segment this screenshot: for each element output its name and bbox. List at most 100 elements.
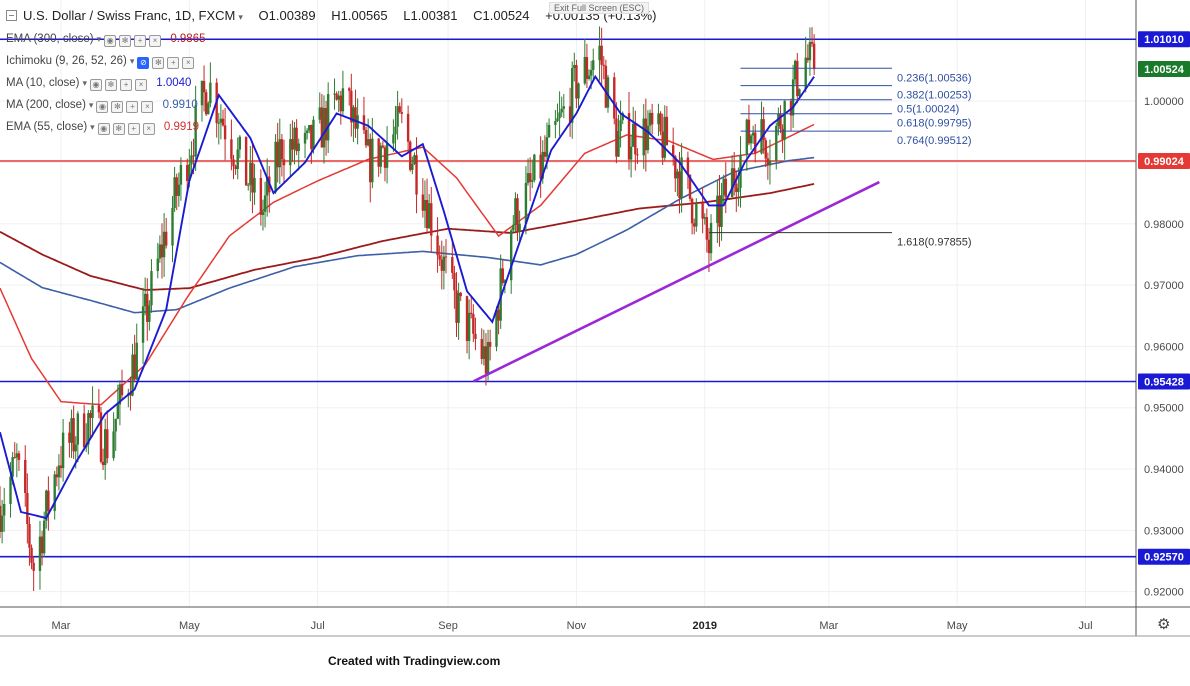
candle-body	[438, 255, 441, 260]
candle-body	[230, 139, 233, 160]
candle-body	[53, 474, 56, 511]
last-price-tag-bg	[1138, 61, 1190, 78]
indicator-ma200[interactable]: MA (200, close) ▾ ◉ ✻ + × 0.9910	[6, 97, 198, 113]
chevron-down-icon[interactable]: ▾	[238, 12, 243, 22]
chevron-down-icon[interactable]: ▾	[96, 34, 102, 44]
candle-body	[312, 119, 315, 150]
candle-body	[164, 231, 168, 246]
candle-body	[629, 146, 633, 160]
close-icon[interactable]: ×	[135, 79, 148, 91]
visibility-icon[interactable]: ◉	[96, 101, 109, 113]
candle-body	[657, 113, 660, 125]
indicator-ema55[interactable]: EMA (55, close) ▾ ◉ ✻ + × 0.9919	[6, 119, 199, 135]
close-icon[interactable]: ×	[182, 57, 195, 69]
candle-body	[352, 107, 355, 123]
candle-body	[671, 145, 675, 157]
add-icon[interactable]: +	[134, 35, 147, 47]
settings-icon[interactable]: ✻	[105, 79, 118, 91]
candle-body	[238, 136, 242, 150]
candle-body	[38, 536, 42, 571]
visibility-icon[interactable]: ◉	[90, 79, 103, 91]
settings-gear-icon[interactable]: ⚙	[1157, 616, 1171, 633]
chevron-down-icon[interactable]: ▾	[82, 78, 88, 88]
close-icon[interactable]: ×	[142, 123, 155, 135]
candle-body	[716, 195, 719, 223]
candle-body	[42, 520, 46, 554]
candle-body	[556, 118, 559, 122]
candle-body	[156, 258, 159, 272]
candle-body	[70, 418, 73, 443]
candle-body	[259, 178, 263, 215]
add-icon[interactable]: +	[127, 123, 140, 135]
candle-body	[148, 305, 151, 322]
candle-body	[718, 195, 721, 227]
candle-body	[282, 159, 286, 166]
candle-body	[276, 141, 279, 168]
candle-body	[171, 207, 174, 246]
settings-icon[interactable]: ✻	[152, 57, 165, 69]
settings-icon[interactable]: ✻	[119, 35, 132, 47]
candle-body	[32, 562, 35, 571]
collapse-icon[interactable]	[6, 10, 17, 21]
candle-body	[366, 139, 370, 146]
candle-body	[295, 127, 298, 152]
close-icon[interactable]: ×	[149, 35, 162, 47]
visibility-icon[interactable]: ◉	[97, 123, 110, 135]
candle-body	[400, 112, 404, 114]
add-icon[interactable]: +	[126, 101, 139, 113]
candle-body	[89, 413, 92, 418]
candle-body	[779, 113, 782, 129]
candle-body	[244, 136, 248, 186]
settings-icon[interactable]: ✻	[112, 123, 125, 135]
candle-body	[291, 139, 294, 150]
candle-body	[665, 116, 669, 146]
candle-body	[470, 312, 473, 315]
visibility-icon[interactable]: ◉	[104, 35, 117, 47]
add-icon[interactable]: +	[167, 57, 180, 69]
chevron-down-icon[interactable]: ▾	[88, 100, 94, 110]
support-trendline[interactable]	[472, 180, 880, 383]
level-price-tag: 1.01010	[1144, 34, 1184, 46]
candle-body	[547, 124, 551, 138]
settings-icon[interactable]: ✻	[111, 101, 124, 113]
candle-body	[503, 280, 507, 284]
candle-body	[394, 126, 397, 135]
fib-level-label: 0.382(1.00253)	[897, 90, 972, 102]
level-price-tag: 0.95428	[1144, 376, 1184, 388]
indicator-ema300[interactable]: EMA (300, close) ▾ ◉ ✻ + × 0.9865	[6, 31, 206, 47]
candle-body	[190, 155, 193, 165]
candle-body	[234, 166, 237, 170]
candle-body	[129, 393, 132, 396]
date-tick-label: 2019	[692, 620, 716, 632]
candle-body	[409, 141, 412, 170]
candle-body	[236, 149, 239, 170]
symbol-title[interactable]: U.S. Dollar / Swiss Franc, 1D, FXCM	[23, 8, 236, 23]
ma10-line	[0, 74, 815, 520]
candle-body	[575, 64, 578, 99]
candle-body	[695, 203, 698, 227]
chevron-down-icon[interactable]: ▾	[90, 122, 95, 132]
add-icon[interactable]: +	[120, 79, 133, 91]
indicator-ma10[interactable]: MA (10, close) ▾ ◉ ✻ + × 1.0040	[6, 75, 191, 91]
ohlc-close: C1.00524	[473, 8, 530, 23]
close-icon[interactable]: ×	[141, 101, 154, 113]
indicator-ichimoku[interactable]: Ichimoku (9, 26, 52, 26) ▾ ⊘ ✻ + ×	[6, 53, 195, 69]
hidden-icon[interactable]: ⊘	[137, 57, 150, 69]
ma200-line	[0, 156, 815, 314]
chevron-down-icon[interactable]: ▾	[129, 56, 135, 66]
indicator-value: 0.9919	[163, 121, 200, 133]
candle-body	[177, 184, 181, 196]
candle-body	[510, 230, 513, 281]
candle-body	[253, 178, 256, 193]
fib-level-label: 0.618(0.99795)	[897, 118, 972, 130]
last-price-tag: 1.00524	[1144, 64, 1185, 76]
candle-body	[488, 341, 492, 347]
candle-body	[308, 125, 311, 131]
candle-body	[707, 239, 711, 254]
candle-body	[47, 490, 50, 511]
candle-body	[602, 64, 605, 66]
candle-body	[392, 134, 395, 144]
candle-body	[9, 476, 12, 504]
candle-body	[173, 177, 176, 208]
